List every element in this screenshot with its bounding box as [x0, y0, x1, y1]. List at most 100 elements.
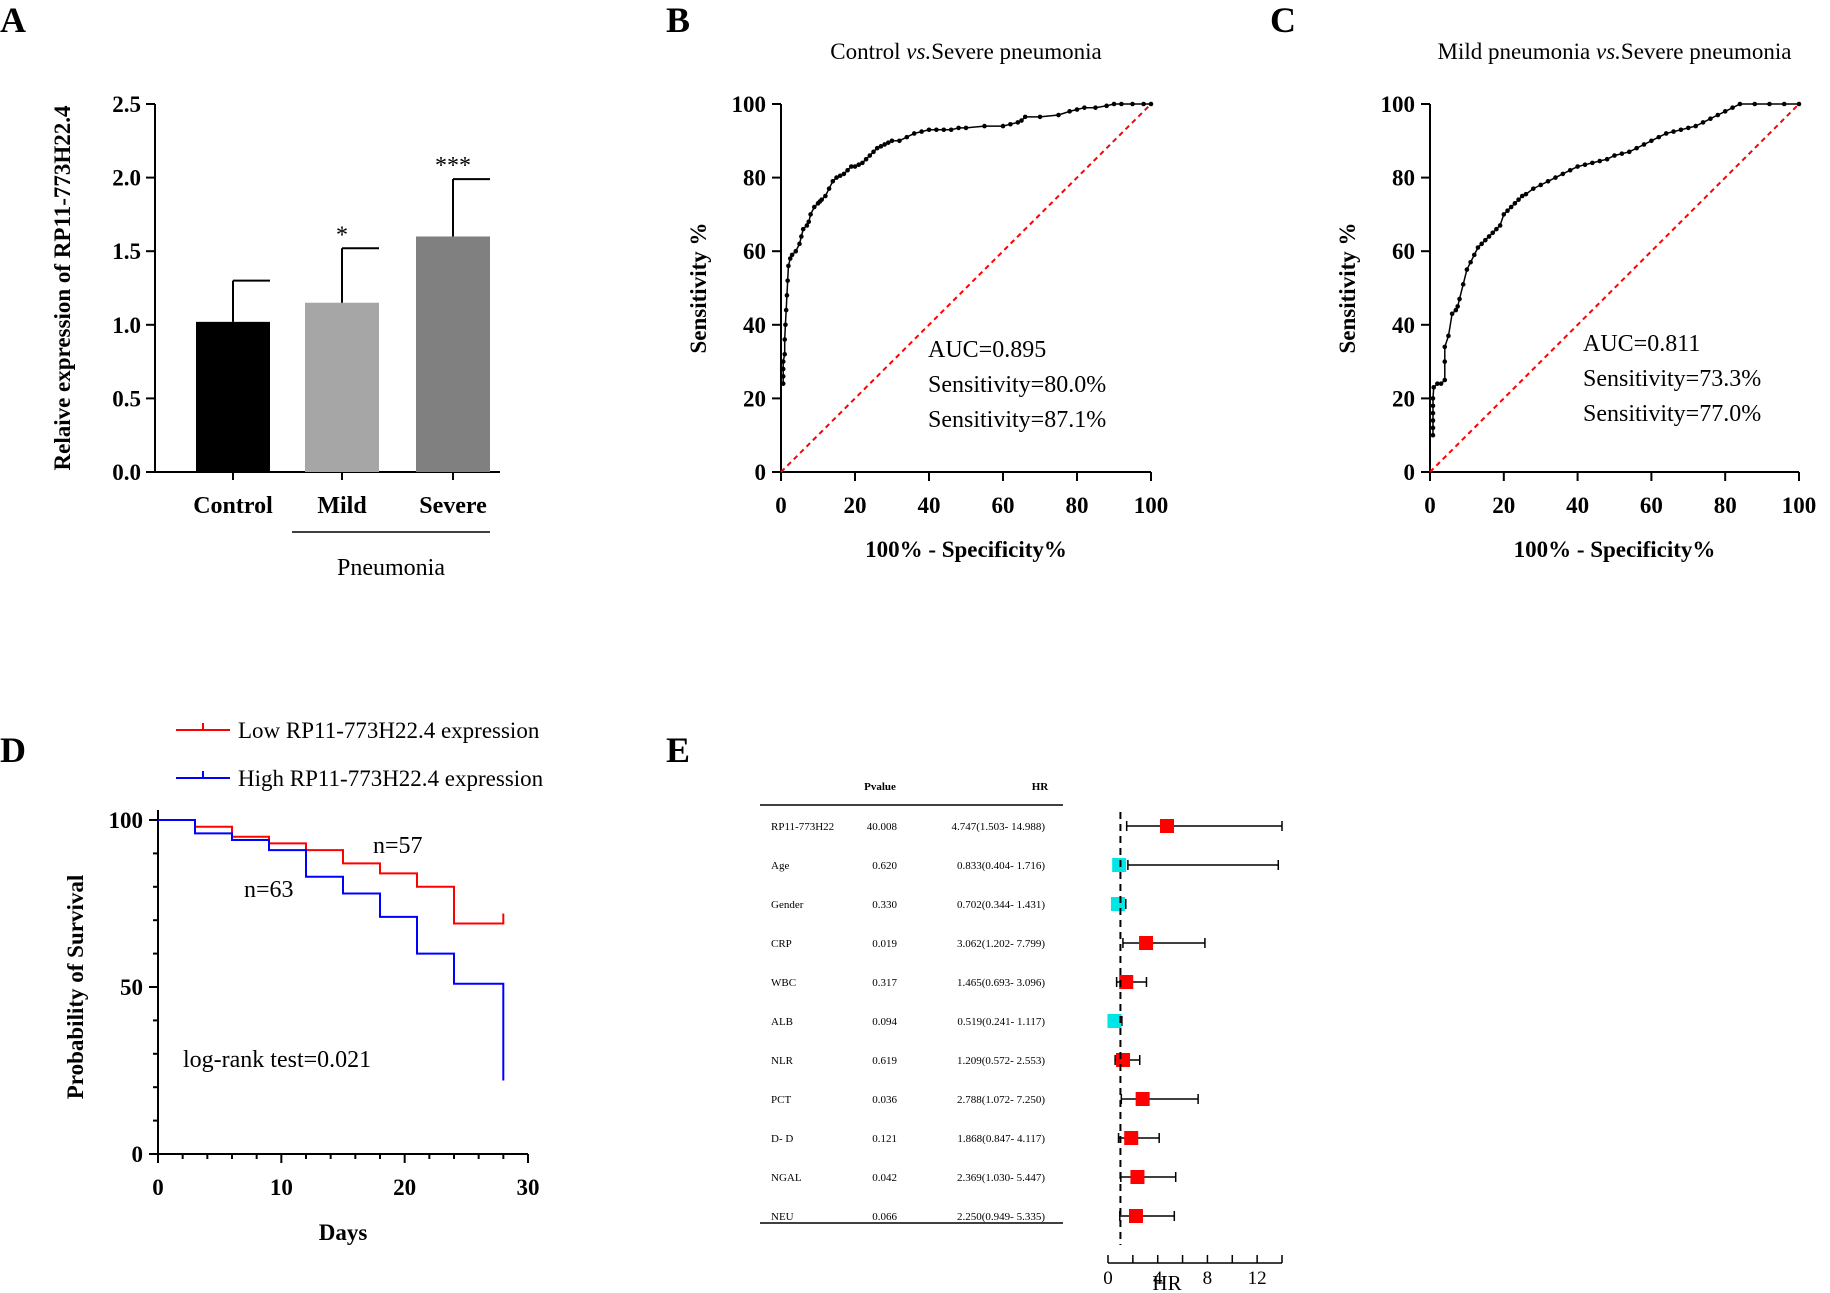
- x-tick-label: 100: [1134, 493, 1169, 518]
- log-rank-annotation: log-rank test=0.021: [183, 1047, 371, 1073]
- roc-point: [1082, 105, 1087, 110]
- row-pvalue: 0.019: [872, 938, 897, 950]
- hr-marker: [1119, 975, 1134, 989]
- roc-point: [1457, 296, 1462, 302]
- roc-point: [1453, 307, 1459, 313]
- roc-point: [919, 129, 924, 134]
- roc-point: [886, 140, 891, 145]
- y-tick-label: 20: [743, 386, 766, 411]
- roc-point: [1022, 114, 1028, 120]
- roc-point: [1486, 234, 1492, 239]
- hr-marker: [1135, 1092, 1150, 1106]
- x-tick-label: Mild: [317, 493, 367, 519]
- roc-point: [780, 359, 786, 364]
- y-tick-label: 2.0: [112, 166, 141, 191]
- bar-mild: [305, 302, 379, 472]
- x-tick-label: Severe: [419, 493, 487, 519]
- roc-point: [808, 212, 813, 217]
- panel-d-survival-chart: 0 50 100 0 10 20 30 Probability of Survival Days…: [63, 718, 544, 1245]
- y-tick-label: 0: [1404, 460, 1416, 485]
- roc-point: [1019, 118, 1024, 123]
- roc-point: [1671, 129, 1676, 134]
- row-label: WBC: [771, 977, 796, 989]
- roc-point: [856, 162, 861, 168]
- roc-point: [1737, 101, 1743, 107]
- roc-point: [956, 125, 961, 131]
- roc-point: [1560, 171, 1566, 177]
- x-tick-label: 40: [1566, 493, 1589, 518]
- hr-marker: [1139, 936, 1154, 950]
- roc-point: [1553, 175, 1558, 180]
- roc-point: [1678, 127, 1684, 133]
- row-hr-text: 2.250(0.949- 5.335): [957, 1211, 1045, 1223]
- bar-control: [196, 321, 270, 472]
- hr-marker: [1107, 1014, 1122, 1028]
- panel-letter-e: E: [666, 730, 690, 770]
- roc-point: [1649, 138, 1654, 144]
- row-label: Age: [771, 860, 789, 872]
- row-pvalue: 0.620: [872, 860, 897, 872]
- roc-point: [799, 234, 804, 239]
- roc-point: [1531, 186, 1536, 191]
- y-tick-label: 50: [120, 975, 143, 1000]
- x-tick-label: 20: [844, 493, 867, 518]
- roc-point: [789, 252, 795, 258]
- roc-point: [1634, 145, 1639, 151]
- x-tick-label: 80: [1066, 493, 1089, 518]
- legend-label: Low RP11-773H22.4 expression: [238, 718, 540, 743]
- roc-point: [1471, 252, 1477, 258]
- roc-point: [874, 145, 880, 151]
- y-tick-label: 20: [1392, 386, 1415, 411]
- y-tick-label: 60: [1392, 239, 1415, 264]
- x-tick-label: 8: [1203, 1268, 1213, 1289]
- row-label: NLR: [771, 1055, 794, 1067]
- roc-point: [1545, 178, 1551, 184]
- row-hr-text: 2.369(1.030- 5.447): [957, 1172, 1045, 1184]
- roc-point: [804, 223, 810, 228]
- x-tick-label: 4: [1153, 1268, 1163, 1289]
- row-pvalue: 0.094: [872, 1016, 897, 1028]
- x-tick-label: 12: [1248, 1268, 1267, 1289]
- roc-point: [852, 164, 858, 169]
- roc-point: [786, 263, 791, 269]
- roc-point: [1430, 425, 1436, 431]
- chart-title-part: Control: [830, 39, 906, 64]
- y-tick-label: 100: [1381, 92, 1416, 117]
- row-hr-text: 1.465(0.693- 3.096): [957, 977, 1045, 989]
- roc-point: [1730, 105, 1735, 110]
- x-tick-label: 40: [918, 493, 941, 518]
- roc-point: [1516, 197, 1521, 202]
- roc-point: [1567, 167, 1573, 173]
- row-hr-text: 0.519(0.241- 1.117): [957, 1016, 1045, 1028]
- panel-c-roc-chart: Mild pneumonia vs.Severe pneumonia 0 20 40 6…: [1335, 39, 1816, 562]
- chart-title-italic: vs.: [1596, 39, 1621, 64]
- x-tick-label: 60: [992, 493, 1015, 518]
- x-tick-label: 10: [270, 1175, 293, 1200]
- roc-point: [1438, 381, 1444, 386]
- roc-point: [1519, 193, 1525, 199]
- roc-point: [1148, 101, 1154, 107]
- roc-point: [1442, 344, 1448, 350]
- y-tick-label: 80: [743, 166, 766, 191]
- survival-curve: [158, 819, 505, 925]
- chart-title-part: Severe pneumonia: [1621, 39, 1792, 64]
- roc-point: [1497, 223, 1503, 228]
- roc-point: [780, 381, 786, 386]
- roc-point: [1597, 158, 1603, 164]
- roc-point: [941, 127, 947, 133]
- roc-point: [837, 173, 843, 179]
- reference-diagonal-line: [1429, 103, 1800, 473]
- roc-point: [1074, 107, 1080, 112]
- y-tick-label: 0: [132, 1142, 144, 1167]
- roc-point: [793, 248, 799, 254]
- roc-point: [1523, 191, 1529, 197]
- x-tick-label: 60: [1640, 493, 1663, 518]
- roc-point: [787, 256, 793, 261]
- n-label-high: n=63: [244, 877, 294, 903]
- roc-point: [1460, 282, 1466, 287]
- roc-point: [1008, 121, 1013, 127]
- y-tick-label: 60: [743, 239, 766, 264]
- roc-point: [1455, 304, 1460, 309]
- roc-point: [1715, 112, 1721, 118]
- roc-point: [1700, 120, 1706, 125]
